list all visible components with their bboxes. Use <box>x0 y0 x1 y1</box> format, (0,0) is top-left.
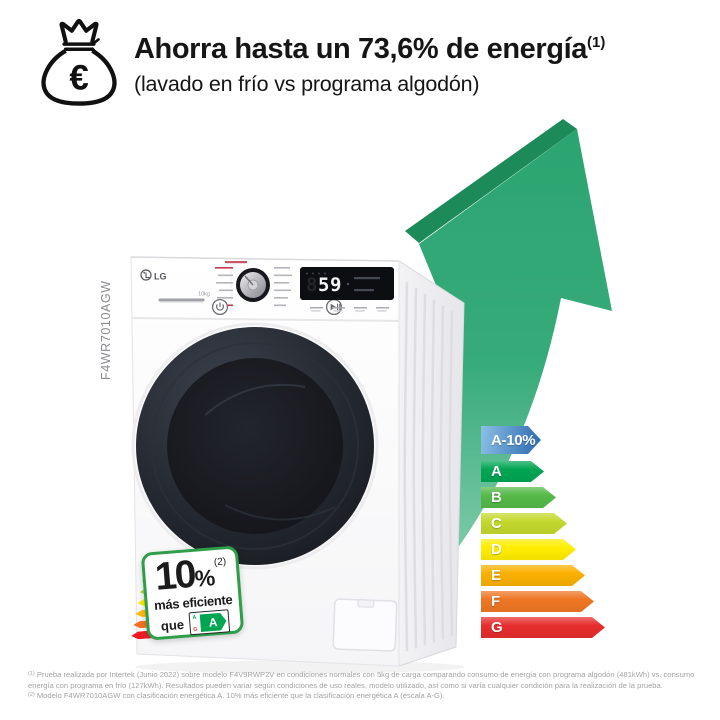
growth-arrow <box>405 119 612 556</box>
program-mark <box>274 274 292 277</box>
energy-row-a-10-: A-10% <box>481 426 541 454</box>
program-mark <box>218 274 233 277</box>
energy-row-label: G <box>491 619 503 636</box>
side-ridge <box>448 311 454 637</box>
side-ridge <box>421 293 427 646</box>
program-mark <box>274 304 286 307</box>
badge-number: 10 <box>153 552 197 599</box>
display-unlit-digit: 8 <box>306 274 317 296</box>
growth-arrow-edge <box>405 119 577 243</box>
energy-row-label: A <box>491 463 502 480</box>
energy-scale: A-10% A B C D E F G <box>481 426 621 641</box>
headline-text: Ahorra hasta un 73,6% de energía <box>134 33 587 65</box>
display-time: 59 <box>318 274 342 296</box>
badge-line2-row: que A G A <box>160 609 230 637</box>
footnote-2-text: Modelo F4WR7010AGW con clasificación ene… <box>36 691 445 701</box>
door-glass <box>167 358 343 534</box>
program-mark <box>274 289 291 292</box>
energy-row-c: C <box>481 513 567 534</box>
headline-footnote-marker: (1) <box>586 34 606 51</box>
badge-box: 10%(2) más eficiente que A G A <box>140 545 245 641</box>
program-mark <box>216 282 233 284</box>
footnote-1-text: Prueba realizada por Intertek (Junio 202… <box>28 670 695 690</box>
header: Ahorra hasta un 73,6% de energía(1) (lav… <box>134 26 605 97</box>
footnote-2-marker: (2) <box>28 692 35 699</box>
footnotes: (1) Prueba realizada por Intertek (Junio… <box>28 670 700 702</box>
footnote-2: (2) Modelo F4WR7010AGW con clasificación… <box>28 691 700 702</box>
mini-energy-scale-letters: A G <box>189 613 201 635</box>
program-mark <box>219 289 233 292</box>
growth-arrow-body <box>419 129 612 556</box>
badge-line2: que <box>160 616 185 634</box>
mini-energy-label: A G A <box>188 609 230 636</box>
energy-row-b: B <box>481 487 556 508</box>
side-ridge <box>403 282 409 652</box>
energy-row-label: E <box>491 567 501 584</box>
button-label-mark <box>377 310 387 312</box>
door <box>131 322 379 570</box>
side-ridge <box>439 305 445 640</box>
button-label-mark <box>354 307 367 309</box>
energy-row-a: A <box>481 461 544 482</box>
subheadline: (lavado en frío vs programa algodón) <box>134 72 480 96</box>
headline: Ahorra hasta un 73,6% de energía(1) <box>134 26 605 66</box>
footnote-1: (1) Prueba realizada por Intertek (Junio… <box>28 670 700 691</box>
badge-percent: % <box>193 564 217 592</box>
capacity-label: 10kg <box>198 292 210 298</box>
energy-row-label: A-10% <box>491 431 536 449</box>
program-mark <box>274 297 288 299</box>
button-label-mark <box>355 310 365 312</box>
badge-value: 10%(2) <box>153 552 229 599</box>
button-label-mark <box>376 307 389 309</box>
svg-text:€: € <box>69 59 88 98</box>
button-label-mark <box>310 307 323 309</box>
efficiency-badge: 10%(2) más eficiente que A G A <box>140 545 245 641</box>
mini-label-top-letter: A <box>192 614 197 621</box>
display-status-line-2 <box>354 289 374 292</box>
control-panel-divider <box>131 317 400 322</box>
display-panel: 8 59 <box>300 267 394 300</box>
button-label-mark <box>332 307 345 309</box>
service-flap <box>332 598 398 652</box>
side-ridges <box>403 282 454 652</box>
machine-top-edge <box>130 256 400 262</box>
display-status-line-1 <box>354 277 380 280</box>
mini-label-bottom-letter: G <box>193 626 198 633</box>
program-dial <box>236 268 270 302</box>
money-bag-euro-icon: € <box>41 18 117 106</box>
power-button <box>211 298 229 316</box>
model-number-vertical: F4WR7010AGW <box>99 280 113 380</box>
button-label-marks <box>310 307 389 312</box>
energy-row-g: G <box>481 617 605 638</box>
side-ridge <box>412 287 418 649</box>
program-mark <box>274 267 290 269</box>
program-mark <box>274 282 289 284</box>
energy-row-e: E <box>481 565 585 586</box>
dial-red-heading <box>225 261 247 264</box>
energy-row-label: F <box>491 593 500 610</box>
button-label-mark <box>311 310 321 312</box>
energy-row-d: D <box>481 539 576 560</box>
energy-row-label: C <box>491 515 502 532</box>
energy-row-label: D <box>491 541 502 558</box>
program-mark <box>215 267 233 269</box>
footnote-1-marker: (1) <box>28 671 35 677</box>
lg-logo-text: LG <box>154 272 167 282</box>
mini-label-class-arrow: A <box>199 612 227 632</box>
energy-row-f: F <box>481 591 594 612</box>
program-mark <box>217 297 233 299</box>
energy-row-label: B <box>491 489 502 506</box>
lg-logo: LG <box>140 269 167 282</box>
badge-footnote-marker: (2) <box>213 556 227 569</box>
side-ridge <box>430 299 436 643</box>
button-label-mark <box>333 310 343 312</box>
